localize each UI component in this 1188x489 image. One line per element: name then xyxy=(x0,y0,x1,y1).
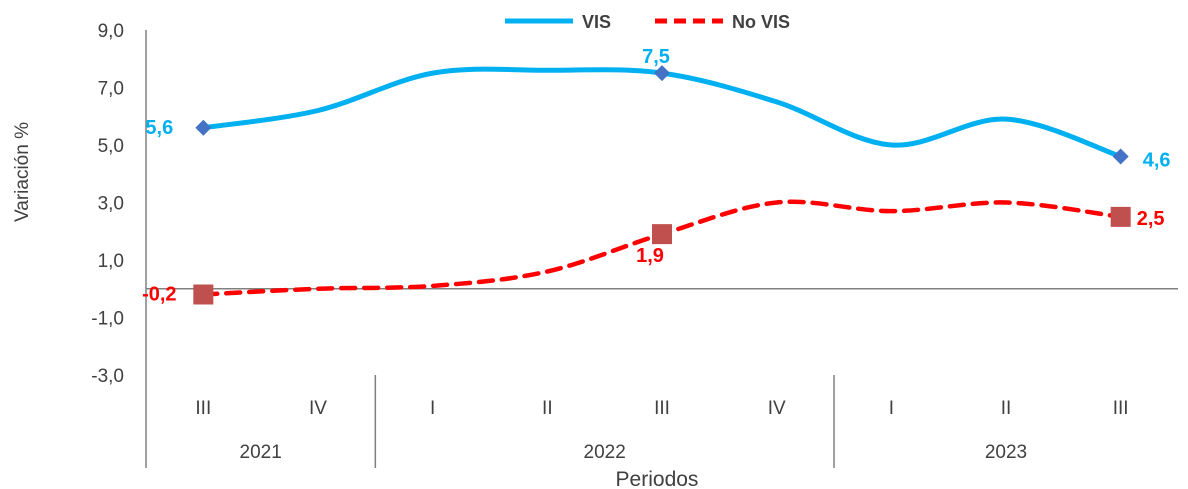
data-point-marker xyxy=(193,284,214,305)
data-label: 7,5 xyxy=(642,46,670,68)
y-tick-label: 5,0 xyxy=(98,136,124,157)
data-point-marker xyxy=(654,65,670,82)
series-layer: 5,6 7,5 4,6 -0,2 1,9 2,5 xyxy=(142,46,1170,305)
y-tick-label: 7,0 xyxy=(98,79,124,100)
legend-entry: No VIS xyxy=(732,12,790,32)
category-label: I xyxy=(430,398,435,419)
category-label: IV xyxy=(309,398,327,419)
category-label: III xyxy=(1113,398,1129,419)
data-label: -0,2 xyxy=(142,284,176,306)
category-label: II xyxy=(1001,398,1012,419)
series-no-vis: -0,2 1,9 2,5 xyxy=(142,199,1165,306)
category-label: IV xyxy=(768,398,786,419)
category-label: III xyxy=(195,398,211,419)
x-axis-label: Periodos xyxy=(616,468,699,489)
y-tick-label: 3,0 xyxy=(98,194,124,215)
legend-entry: VIS xyxy=(582,12,611,32)
data-point-marker xyxy=(195,119,212,136)
category-label: II xyxy=(542,398,553,419)
group-label: 2022 xyxy=(584,442,626,463)
y-axis-label: Variación % xyxy=(12,122,33,222)
y-tick-label: 1,0 xyxy=(98,251,124,272)
data-label: 1,9 xyxy=(636,245,664,267)
y-tick-label: 9,0 xyxy=(98,21,124,42)
data-label: 4,6 xyxy=(1143,150,1171,172)
data-label: 5,6 xyxy=(145,117,173,139)
data-point-marker xyxy=(1112,148,1129,165)
data-label: 2,5 xyxy=(1137,208,1165,230)
series-vis: 5,6 7,5 4,6 xyxy=(145,46,1170,171)
category-label: III xyxy=(654,398,670,419)
series-line xyxy=(200,66,1124,159)
group-label: 2021 xyxy=(240,442,282,463)
group-label: 2023 xyxy=(985,442,1027,463)
legend: VIS No VIS xyxy=(505,12,790,32)
category-label: I xyxy=(889,398,894,419)
y-tick-label: -1,0 xyxy=(91,309,124,330)
data-point-marker xyxy=(652,224,672,245)
y-tick-label: -3,0 xyxy=(91,366,124,387)
data-point-marker xyxy=(1110,206,1131,227)
